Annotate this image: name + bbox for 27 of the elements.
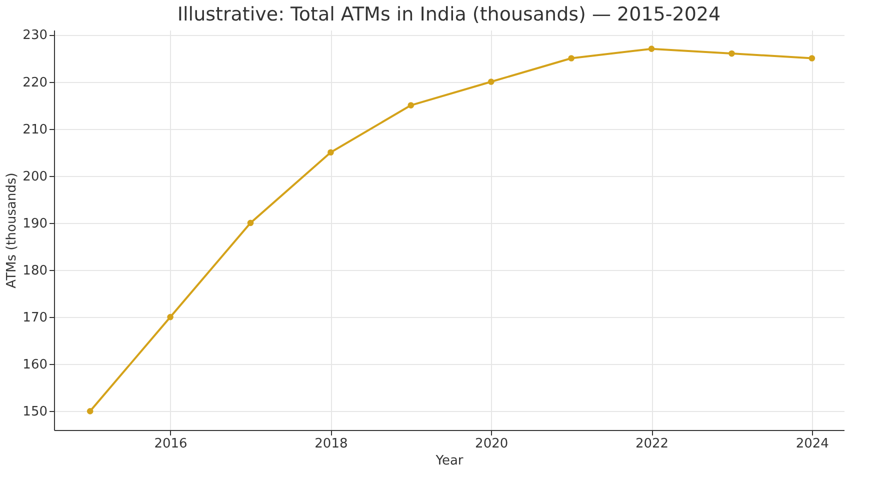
point bbox=[488, 78, 494, 85]
x-axis-title: Year bbox=[434, 454, 464, 468]
x-tick-label: 2018 bbox=[314, 436, 348, 452]
y-tick-label: 210 bbox=[22, 122, 48, 138]
point bbox=[728, 50, 735, 57]
x-tick-label: 2024 bbox=[796, 436, 829, 452]
point bbox=[247, 220, 254, 226]
y-tick-label: 200 bbox=[22, 169, 48, 184]
y-tick-label: 160 bbox=[22, 358, 48, 373]
point bbox=[568, 55, 574, 62]
point bbox=[808, 55, 816, 62]
y-tick-label: 230 bbox=[22, 28, 48, 44]
y-tick-label: 220 bbox=[22, 75, 48, 90]
point bbox=[86, 408, 94, 414]
x-tick-label: 2016 bbox=[154, 436, 188, 452]
y-axis-title: ATMs (thousands) bbox=[4, 172, 20, 288]
x-tick-label: 2022 bbox=[635, 436, 669, 452]
point bbox=[167, 314, 174, 320]
point bbox=[408, 102, 414, 108]
x-tick-label: 2020 bbox=[475, 436, 508, 452]
point bbox=[648, 46, 655, 52]
y-tick-label: 150 bbox=[22, 404, 48, 420]
chart-title: Illustrative: Total ATMs in India (thousands) — 2015-2024 bbox=[177, 4, 721, 26]
y-tick-label: 180 bbox=[22, 264, 48, 278]
y-tick-label: 170 bbox=[22, 310, 48, 326]
point bbox=[328, 149, 334, 156]
y-tick-label: 190 bbox=[22, 216, 48, 232]
